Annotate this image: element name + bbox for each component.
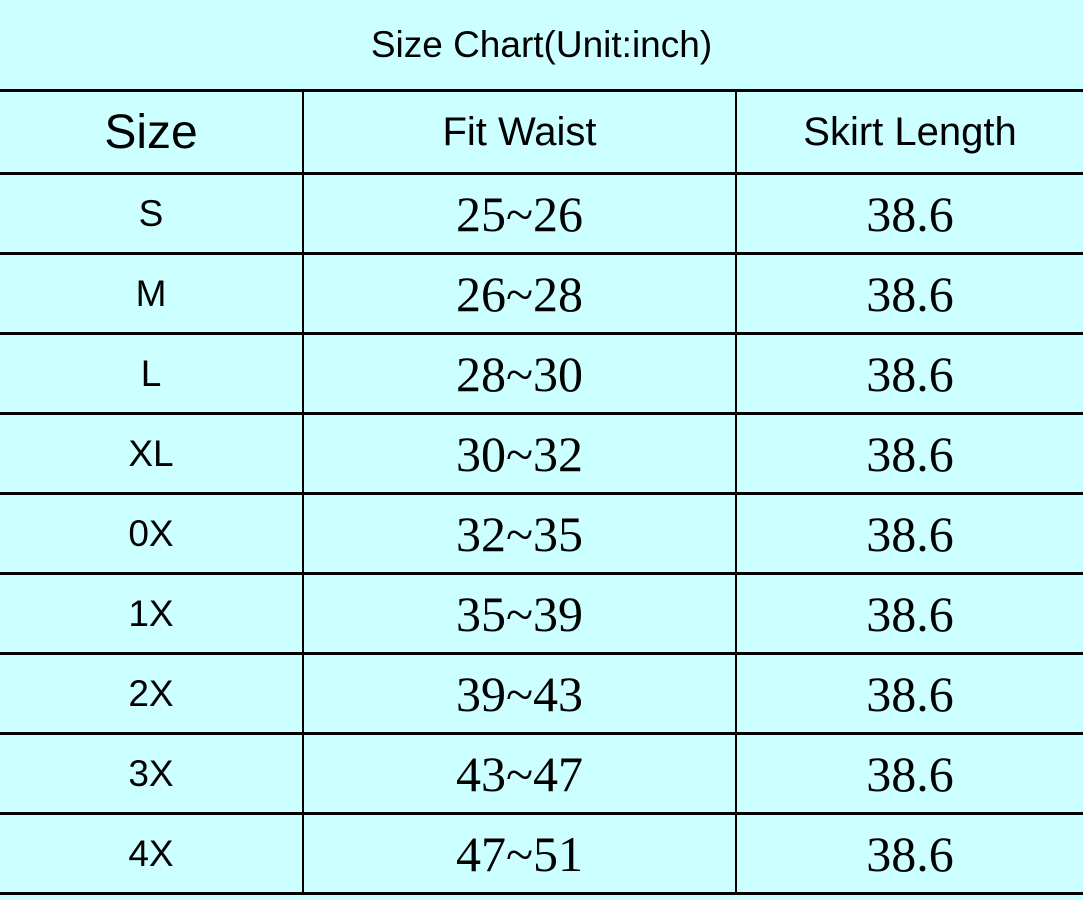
fit-waist-cell: 26~28 [302,252,736,335]
skirt-length-cell: 38.6 [735,172,1083,255]
size-cell: 4X [0,812,303,895]
fit-waist-cell: 30~32 [302,412,736,495]
skirt-length-cell: 38.6 [735,652,1083,735]
fit-waist-cell: 32~35 [302,492,736,575]
table-row: M 26~28 38.6 [0,252,1083,335]
table-row: 0X 32~35 38.6 [0,492,1083,575]
table-row: 3X 43~47 38.6 [0,732,1083,815]
table-row: 2X 39~43 38.6 [0,652,1083,735]
header-fit-waist: Fit Waist [302,89,736,175]
table-row: XL 30~32 38.6 [0,412,1083,495]
skirt-length-cell: 38.6 [735,492,1083,575]
size-cell: L [0,332,303,415]
size-cell: 0X [0,492,303,575]
header-skirt-length: Skirt Length [735,89,1083,175]
table-row: S 25~26 38.6 [0,172,1083,255]
fit-waist-cell: 25~26 [302,172,736,255]
size-cell: S [0,172,303,255]
header-size: Size [0,89,303,175]
size-cell: 1X [0,572,303,655]
table-row: 4X 47~51 38.6 [0,812,1083,895]
fit-waist-cell: 35~39 [302,572,736,655]
fit-waist-cell: 47~51 [302,812,736,895]
fit-waist-cell: 28~30 [302,332,736,415]
size-cell: 3X [0,732,303,815]
header-row: Size Fit Waist Skirt Length [0,89,1083,175]
fit-waist-cell: 39~43 [302,652,736,735]
table-row: 1X 35~39 38.6 [0,572,1083,655]
skirt-length-cell: 38.6 [735,252,1083,335]
size-cell: XL [0,412,303,495]
size-cell: M [0,252,303,335]
skirt-length-cell: 38.6 [735,332,1083,415]
skirt-length-cell: 38.6 [735,812,1083,895]
skirt-length-cell: 38.6 [735,572,1083,655]
skirt-length-cell: 38.6 [735,732,1083,815]
size-cell: 2X [0,652,303,735]
size-table: Size Fit Waist Skirt Length S 25~26 38.6 M 2… [0,89,1083,895]
skirt-length-cell: 38.6 [735,412,1083,495]
chart-title: Size Chart(Unit:inch) [370,24,713,65]
fit-waist-cell: 43~47 [302,732,736,815]
table-row: L 28~30 38.6 [0,332,1083,415]
